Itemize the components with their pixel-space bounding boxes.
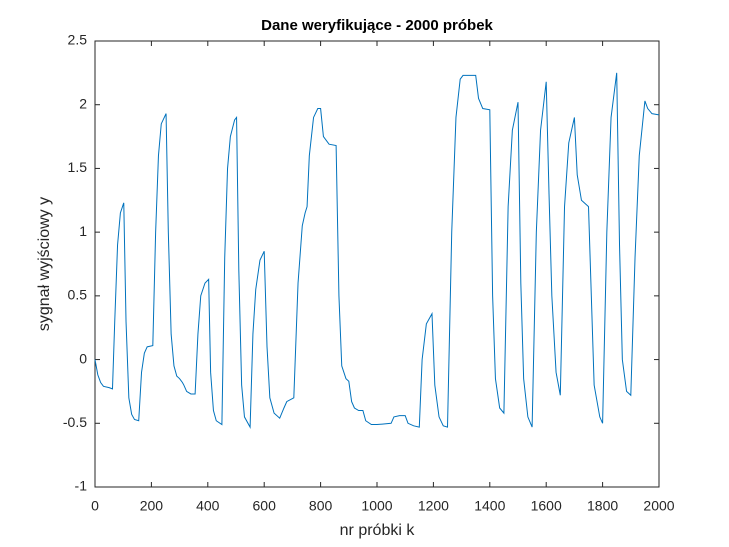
y-axis-label: sygnał wyjściowy y	[36, 197, 53, 331]
x-tick-label: 0	[91, 498, 99, 514]
x-tick-label: 2000	[643, 498, 674, 514]
y-tick-label: 0	[79, 350, 87, 366]
x-tick-label: 1000	[361, 498, 392, 514]
x-tick-label: 1200	[418, 498, 449, 514]
x-tick-label: 600	[253, 498, 277, 514]
x-tick-label: 1400	[474, 498, 505, 514]
x-tick-label: 800	[309, 498, 333, 514]
x-axis-label: nr próbki k	[340, 522, 416, 539]
x-tick-label: 1600	[531, 498, 562, 514]
data-line	[94, 72, 660, 429]
y-tick-label: 0.5	[68, 287, 88, 303]
plot-area	[94, 40, 660, 488]
y-tick-label: 1	[79, 223, 87, 239]
x-tick-label: 1800	[587, 498, 618, 514]
y-tick-label: -1	[75, 478, 88, 494]
y-tick-label: 2.5	[68, 32, 88, 48]
x-tick-label: 200	[140, 498, 164, 514]
chart-title: Dane weryfikujące - 2000 próbek	[261, 17, 493, 34]
y-tick-label: 2	[79, 95, 87, 111]
y-tick-label: 1.5	[68, 159, 88, 175]
x-tick-label: 400	[196, 498, 220, 514]
y-tick-label: -0.5	[63, 414, 87, 430]
